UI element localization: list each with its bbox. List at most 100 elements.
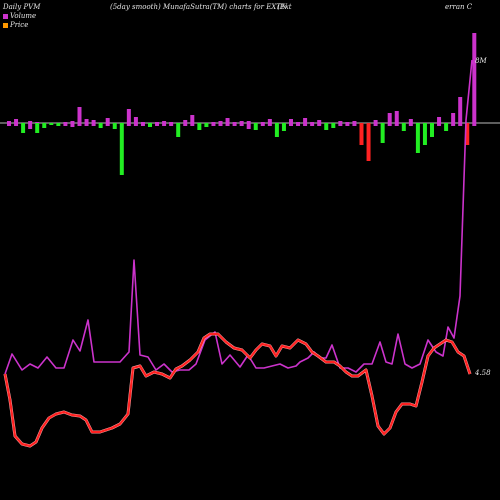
volume-bar-up	[317, 120, 322, 123]
volume-bar-down	[253, 123, 258, 130]
volume-scale-label: 8M	[475, 57, 487, 65]
legend-volume-swatch	[3, 13, 8, 19]
legend-volume-label: Volume	[10, 12, 37, 20]
volume-bar-down	[260, 123, 265, 126]
volume-bar-down	[289, 123, 293, 126]
volume-bar-up	[260, 122, 265, 123]
volume-bar-down	[148, 123, 152, 127]
legend-price-swatch	[3, 22, 8, 28]
chart-header-right-2: erran C	[445, 3, 473, 11]
volume-bar-down	[373, 123, 378, 126]
volume-bar-up	[267, 119, 272, 123]
volume-bar-down	[211, 123, 216, 126]
volume-bar-up	[126, 109, 131, 123]
legend-price-label: Price	[10, 21, 29, 29]
volume-bar-up	[7, 121, 11, 123]
volume-bar-down	[422, 123, 427, 145]
volume-bar-down	[345, 123, 350, 126]
volume-line	[4, 59, 473, 375]
volume-bar-down	[352, 123, 357, 126]
volume-bar-down	[7, 123, 11, 126]
volume-bar-up	[472, 33, 477, 123]
volume-bar-up	[303, 118, 308, 123]
volume-bar-down	[63, 123, 68, 126]
volume-bar-up	[310, 122, 315, 123]
volume-bar-up	[338, 121, 343, 123]
volume-bar-up	[296, 122, 301, 123]
volume-bar-down	[267, 123, 272, 126]
volume-bar-down	[296, 123, 301, 126]
volume-bar-down	[430, 123, 434, 137]
volume-bar-up	[155, 122, 160, 123]
volume-bar-up	[169, 122, 174, 123]
volume-bar-up	[133, 117, 138, 123]
volume-bar-down	[415, 123, 420, 153]
legend-volume: Volume	[3, 12, 36, 20]
volume-bar-up	[190, 115, 195, 123]
volume-bar-down	[42, 123, 47, 128]
volume-bar-up	[239, 121, 244, 123]
volume-bar-down	[140, 123, 145, 126]
volume-bar-down	[246, 123, 251, 129]
volume-bar-down	[218, 123, 223, 126]
volume-bar-down	[239, 123, 244, 126]
volume-bar-up	[105, 118, 110, 123]
volume-bar-up	[394, 111, 399, 123]
volume-bar-up	[77, 107, 82, 123]
volume-bar-down	[394, 123, 399, 126]
volume-bar-down	[324, 123, 329, 130]
volume-bar-down	[169, 123, 174, 126]
volume-bar-down	[21, 123, 26, 133]
volume-bar-down	[338, 123, 343, 126]
chart-header-right-1: (Ext	[277, 3, 292, 11]
volume-bar-down	[387, 123, 392, 126]
volume-bar-up	[408, 119, 413, 123]
volume-bar-down	[84, 123, 89, 126]
volume-bar-down	[408, 123, 413, 126]
volume-bar-up	[451, 113, 456, 123]
volume-bar-up	[246, 121, 251, 123]
chart-header-left: Daily PVM	[3, 3, 41, 11]
price-line	[3, 332, 472, 448]
volume-bar-up	[84, 119, 89, 123]
volume-bar-up	[14, 119, 19, 123]
volume-bar-down	[176, 123, 181, 137]
volume-bar-down	[183, 123, 188, 126]
chart-title: (5day smooth) MunafaSutra(TM) charts for…	[110, 3, 288, 11]
volume-bar-down	[14, 123, 19, 126]
volume-bar-down	[225, 123, 230, 126]
volume-bar-down	[190, 123, 195, 126]
volume-bar-down	[465, 123, 470, 145]
volume-bar-up	[437, 117, 442, 123]
price-scale-label: 4.58	[475, 369, 491, 377]
volume-bar-up	[232, 122, 237, 123]
volume-bar-up	[63, 122, 68, 123]
volume-bar-down	[274, 123, 279, 137]
price-line-glow	[3, 332, 472, 448]
volume-bar-up	[35, 122, 40, 123]
volume-bar-down	[204, 123, 209, 127]
volume-bar-up	[352, 121, 357, 123]
volume-bar-down	[310, 123, 315, 126]
volume-bar-up	[387, 113, 392, 123]
volume-bar-up	[91, 120, 96, 123]
volume-bar-up	[28, 121, 33, 123]
volume-bar-down	[77, 123, 82, 126]
volume-bar-up	[373, 120, 378, 123]
volume-bar-down	[366, 123, 371, 161]
volume-bar-down	[331, 123, 336, 128]
volume-bar-up	[345, 122, 350, 123]
volume-bar-up	[289, 119, 293, 123]
volume-bar-up	[183, 120, 188, 123]
volume-bar-down	[28, 123, 33, 129]
volume-bar-up	[162, 121, 167, 123]
volume-bar-down	[119, 123, 124, 175]
volume-bar-down	[281, 123, 286, 131]
volume-bar-down	[303, 123, 308, 126]
volume-bar-up	[225, 118, 230, 123]
volume-bar-up	[218, 121, 223, 123]
volume-bar-up	[140, 122, 145, 123]
volume-bar-down	[133, 123, 138, 126]
volume-bars	[7, 33, 477, 175]
volume-bar-up	[70, 121, 75, 123]
